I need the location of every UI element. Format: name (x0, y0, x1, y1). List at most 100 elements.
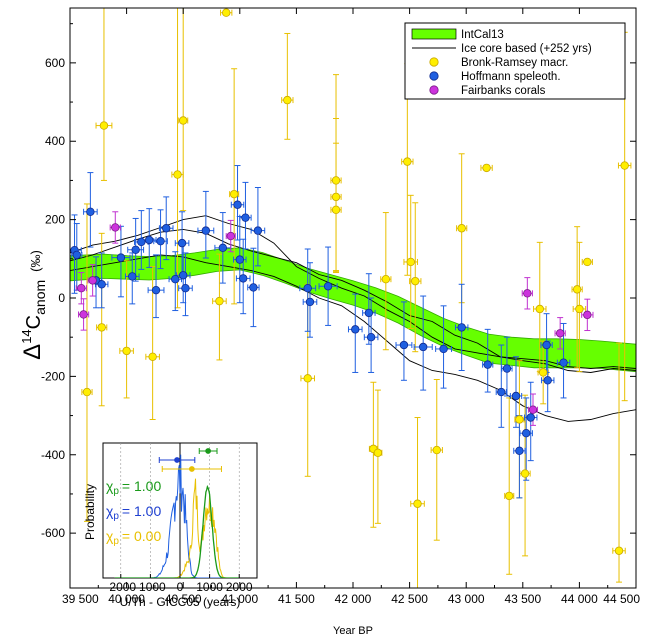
legend-ice-label: Ice core based (+252 yrs) (461, 43, 592, 55)
hoffmann-point-39 (515, 446, 524, 456)
inset-chart: -2000-1000 0 1000 2000 Probability U/Th - G… (83, 442, 258, 609)
x-tick-label-6: 42 500 (391, 592, 428, 606)
fairbanks-point-0 (77, 284, 86, 293)
hoffmann-point-28 (351, 325, 360, 334)
x-tick-label-1: 40 000 (108, 592, 145, 606)
bronk-point-13 (331, 192, 341, 202)
fairbanks-point-8 (583, 310, 592, 320)
y-axis-title: Δ14Canom (‰) (19, 250, 48, 360)
bronk-point-8 (222, 8, 231, 17)
y-title-c: C (23, 315, 45, 329)
inset-gridlines (120, 443, 240, 578)
hoffmann-point-10 (151, 285, 161, 295)
x-axis-ticks: 39 500 40 000 40 500 41 000 41 500 42 000 42 5… (62, 8, 640, 606)
bronk-point-34 (620, 161, 629, 170)
bronk-point-1 (97, 323, 106, 332)
bronk-point-19 (406, 257, 415, 267)
y-tick-label-5: 400 (45, 134, 65, 148)
hoffmann-point-4 (97, 280, 106, 289)
inset-tick-label-4: 2000 (226, 580, 253, 594)
inset-y-label: Probability (83, 484, 97, 540)
hoffmann-point-5 (116, 253, 126, 262)
inset-tick-label-2: 0 (177, 580, 184, 594)
bronk-point-4 (148, 352, 157, 361)
inset-chi-blue: χp = 1.00 (106, 503, 161, 522)
hoffmann-point-34 (457, 323, 466, 332)
bronk-point-22 (432, 445, 441, 455)
hoffmann-point-22 (241, 213, 250, 222)
bronk-point-5 (173, 170, 182, 179)
hoffmann-point-8 (137, 237, 146, 247)
y-tick-label-2: -200 (41, 369, 65, 383)
hoffmann-point-1 (72, 250, 81, 260)
bronk-point-6 (178, 116, 188, 125)
fairbanks-point-5 (523, 289, 532, 298)
bronk-point-28 (535, 304, 544, 314)
fairbanks-point-7 (555, 329, 565, 338)
bronk-point-0 (82, 387, 92, 397)
hoffmann-point-30 (366, 332, 376, 342)
hoffmann-point-14 (177, 238, 187, 248)
bronk-point-21 (413, 499, 422, 508)
inset-curve-blue (114, 454, 240, 578)
hoffmann-point-31 (399, 340, 409, 350)
bronk-errorbar-0 (81, 203, 93, 522)
hoffmann-point-23 (249, 283, 258, 292)
bronk-point-24 (482, 163, 491, 173)
hoffmann-point-44 (559, 358, 568, 367)
bronk-point-14 (331, 205, 341, 215)
hoffmann-point-40 (521, 429, 531, 438)
legend-fairbanks-marker (429, 85, 439, 95)
legend-hoffmann-marker (429, 71, 439, 81)
bronk-point-23 (457, 224, 466, 233)
y-tick-label-1: -400 (41, 448, 65, 462)
hoffmann-point-2 (86, 207, 95, 216)
inset-tick-label-0: -2000 (105, 580, 136, 594)
y-title-anom: anom (32, 280, 48, 315)
legend-fairbanks-label: Fairbanks corals (461, 85, 546, 97)
bronk-point-9 (229, 189, 239, 199)
x-tick-label-5: 42 000 (335, 592, 372, 606)
hoffmann-point-32 (418, 342, 428, 352)
hoffmann-point-25 (303, 284, 312, 293)
hoffmann-point-35 (483, 360, 492, 369)
x-tick-label-4: 41 500 (278, 592, 315, 606)
bronk-errorbar-21 (410, 417, 425, 588)
fairbanks-point-4 (226, 231, 235, 241)
hoffmann-point-11 (156, 236, 165, 246)
bronk-point-17 (381, 274, 391, 284)
fairbanks-point-2 (88, 276, 97, 285)
y-axis-ticks: -600 -400 -200 0 200 400 600 (41, 23, 636, 540)
hoffmann-point-7 (131, 245, 140, 254)
bronk-point-11 (303, 374, 312, 383)
inset-offset-bars (158, 448, 222, 472)
fairbanks-point-3 (111, 223, 120, 232)
legend-bronk-marker (429, 57, 439, 67)
bronk-point-12 (331, 176, 341, 185)
intcal13-band (70, 247, 636, 373)
bronk-point-18 (403, 157, 412, 166)
inset-x-ticks: -2000-1000 0 1000 2000 (105, 574, 253, 594)
bronk-point-29 (538, 368, 548, 377)
hoffmann-point-21 (238, 274, 248, 283)
bronk-point-20 (411, 276, 420, 286)
legend-intcal-swatch (411, 28, 457, 40)
ice-core-line-2 (70, 254, 636, 422)
legend: IntCal13 Ice core based (+252 yrs) Bronk… (404, 22, 626, 100)
inset-chi-yellow: χp = 0.00 (106, 528, 161, 547)
hoffmann-point-41 (526, 413, 535, 422)
bronk-point-27 (520, 469, 530, 478)
bronk-point-10 (283, 95, 292, 105)
x-axis-title: Year BP (333, 625, 373, 637)
legend-hoffmann-label: Hoffmann speleoth. (461, 71, 561, 83)
hoffmann-point-37 (502, 364, 512, 373)
x-tick-label-8: 43 500 (504, 592, 541, 606)
hoffmann-point-26 (305, 297, 315, 307)
legend-bronk-label: Bronk-Ramsey macr. (461, 57, 568, 69)
x-tick-label-10: 44 500 (603, 592, 640, 606)
inset-offset-point-green (205, 448, 212, 454)
inset-tick-label-3: 1000 (196, 580, 223, 594)
hoffmann-point-19 (233, 200, 242, 209)
x-tick-label-2: 40 500 (165, 592, 202, 606)
hoffmann-point-16 (181, 284, 190, 293)
